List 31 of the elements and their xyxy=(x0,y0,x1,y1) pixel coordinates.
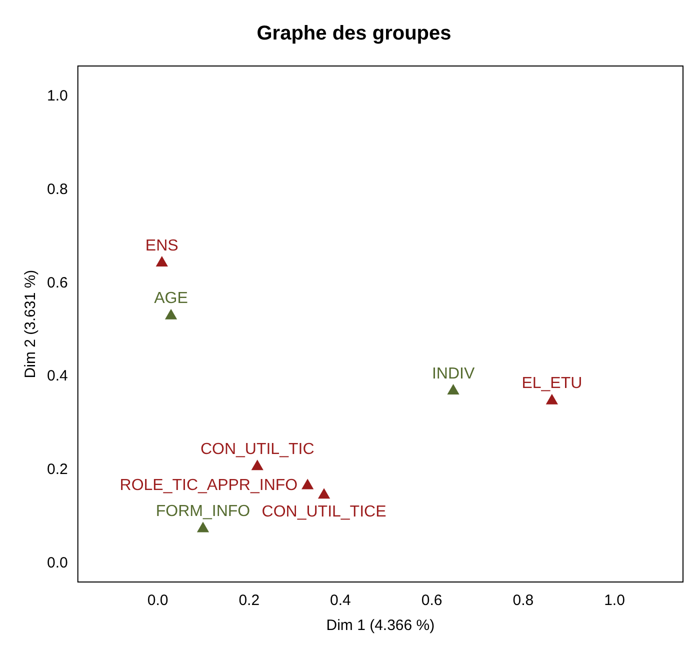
x-tick-label: 1.0 xyxy=(604,592,625,610)
annotation: EL_ETU xyxy=(522,375,582,392)
x-tick-label: 0.2 xyxy=(238,592,260,610)
point xyxy=(252,460,264,470)
annotation: CON_UTIL_TIC xyxy=(200,441,314,458)
y-tick-label: 1.0 xyxy=(46,87,68,104)
y-tick-label: 0.4 xyxy=(46,368,68,385)
x-axis-title: Dim 1 (4.366 %) xyxy=(326,617,435,634)
y-tick-label: 0.8 xyxy=(46,180,68,198)
annotation: CON_UTIL_TICE xyxy=(262,504,386,521)
x-tick-label: 0.8 xyxy=(512,592,534,610)
annotation: INDIV xyxy=(432,365,475,382)
chart-title: Graphe des groupes xyxy=(256,22,452,45)
annotation: AGE xyxy=(154,290,188,308)
point xyxy=(197,522,209,532)
annotation: FORM_INFO xyxy=(156,503,250,520)
point xyxy=(448,384,459,395)
x-tick-label: 0.6 xyxy=(421,592,442,610)
annotation: ENS xyxy=(145,237,178,254)
point xyxy=(546,394,558,404)
point xyxy=(302,479,314,490)
x-tick-label: 0.0 xyxy=(147,592,168,610)
y-tick-label: 0.6 xyxy=(46,274,68,292)
y-axis-title: Dim 2 (3.631 %) xyxy=(22,270,40,378)
annotation: ROLE_TIC_APPR_INFO xyxy=(120,477,298,494)
x-tick-label: 0.4 xyxy=(330,592,351,610)
point xyxy=(165,309,177,320)
point xyxy=(318,488,330,499)
y-tick-label: 0.0 xyxy=(46,554,68,572)
y-tick-label: 0.2 xyxy=(46,461,68,478)
point xyxy=(156,256,168,267)
